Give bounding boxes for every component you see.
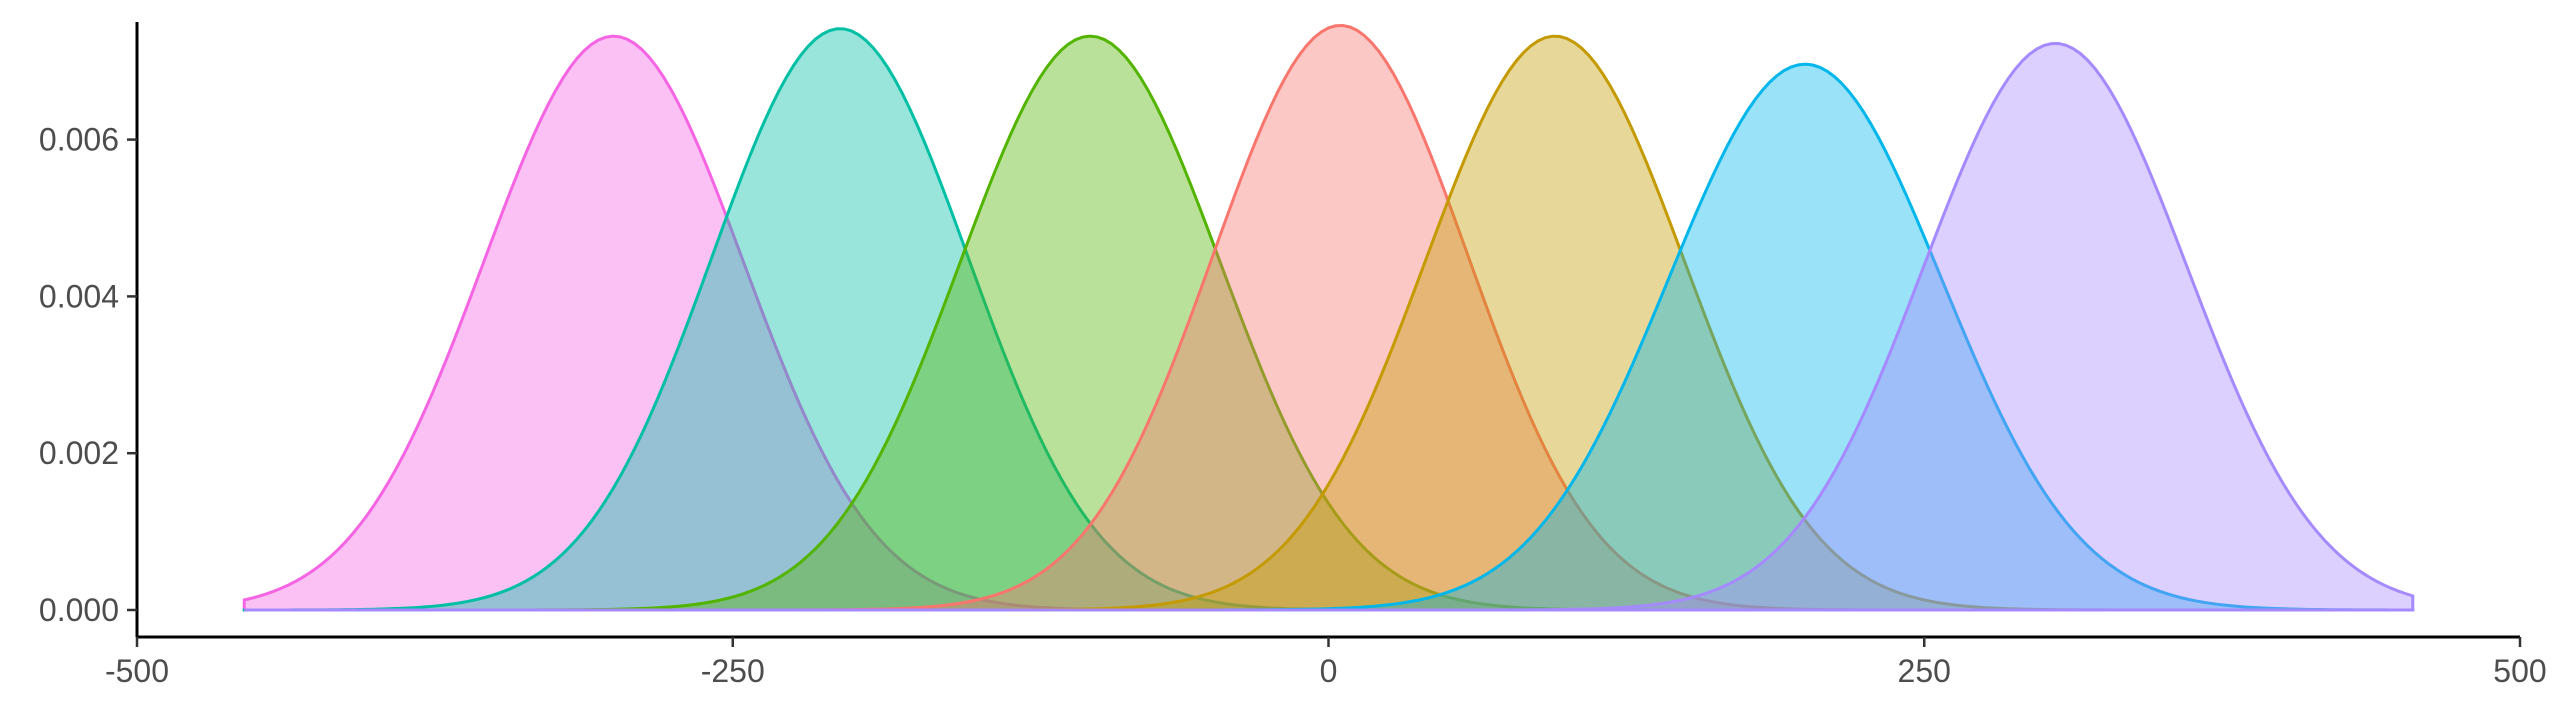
y-tick-label: 0.002 — [39, 435, 119, 471]
y-tick-label: 0.006 — [39, 122, 119, 158]
y-tick-label: 0.000 — [39, 592, 119, 628]
density-curve-7 — [244, 42, 2415, 612]
x-ticks: -500 -250 0 250 500 — [105, 637, 2547, 689]
x-tick-label: -500 — [105, 653, 169, 689]
x-tick-label: 0 — [1320, 653, 1338, 689]
y-ticks: 0.000 0.002 0.004 0.006 — [39, 122, 137, 628]
x-tick-label: -250 — [701, 653, 765, 689]
plot-area — [242, 23, 2415, 612]
x-tick-label: 250 — [1898, 653, 1951, 689]
y-tick-label: 0.004 — [39, 278, 119, 314]
x-tick-label: 500 — [2493, 653, 2546, 689]
